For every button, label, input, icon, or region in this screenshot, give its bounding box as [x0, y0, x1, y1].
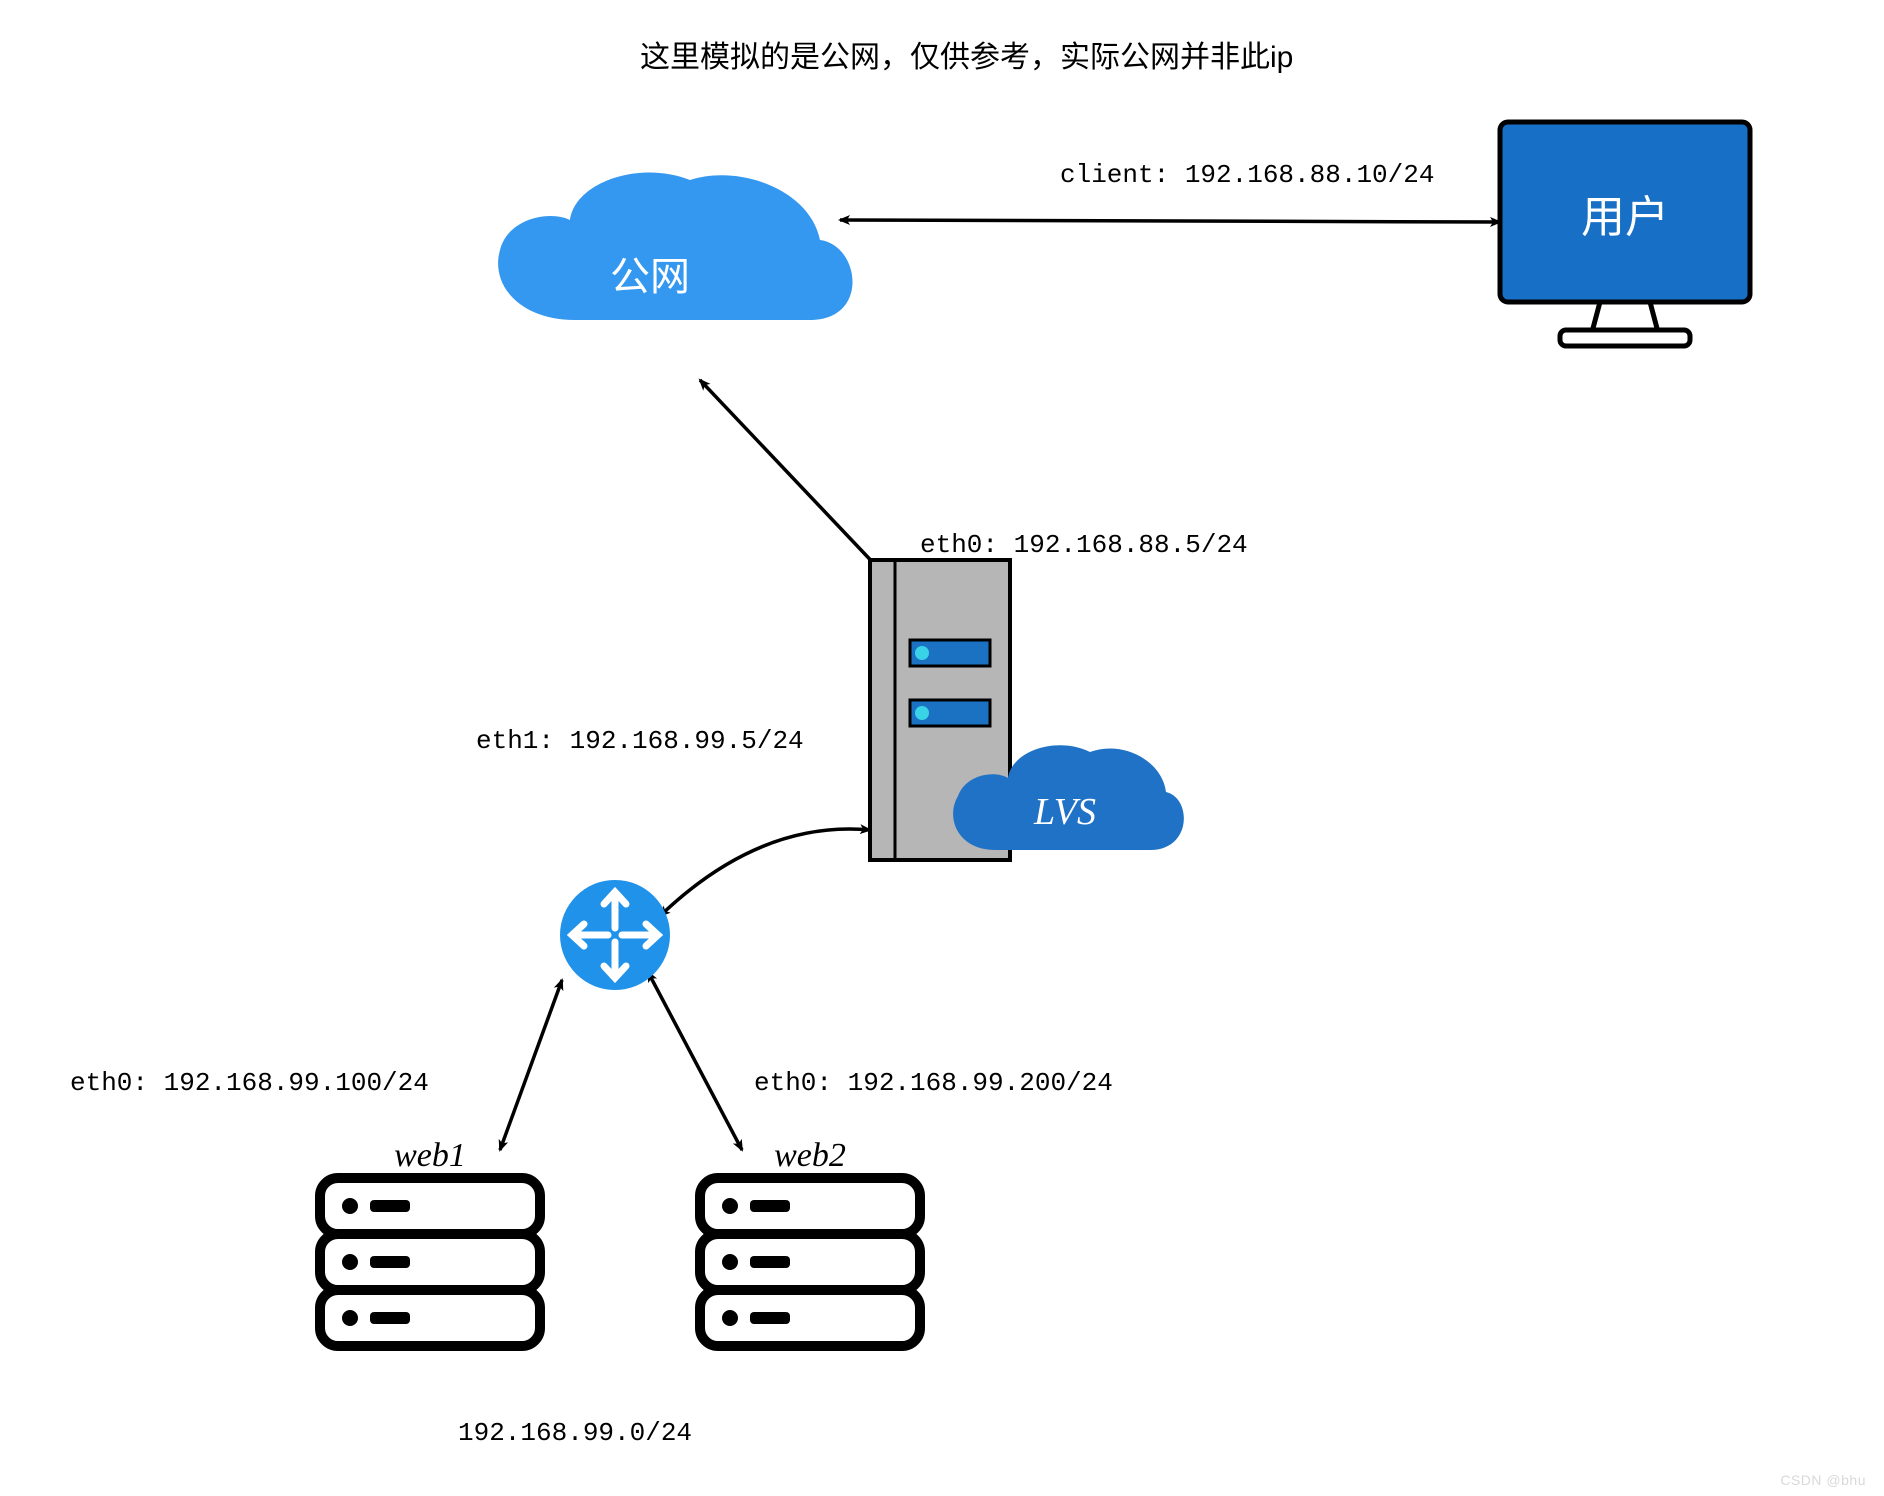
user-node: 用户: [1500, 122, 1750, 346]
lvs-cloud-label: LVS: [1033, 791, 1096, 833]
web1-eth0-label: eth0: 192.168.99.100/24: [70, 1068, 429, 1098]
web2-node: web2: [700, 1137, 920, 1346]
edge-cloud-lvs: [700, 380, 880, 570]
lvs-eth0-label: eth0: 192.168.88.5/24: [920, 530, 1248, 560]
subnet-label: 192.168.99.0/24: [458, 1418, 692, 1448]
router-node: [560, 880, 670, 990]
edge-router-web1: [500, 980, 562, 1150]
diagram-canvas: 这里模拟的是公网，仅供参考，实际公网并非此ip 公网: [0, 0, 1884, 1496]
edge-router-web2: [648, 972, 742, 1150]
web2-label: web2: [774, 1137, 846, 1174]
web1-node: web1: [320, 1137, 540, 1346]
diagram-svg: 公网 用户 LVS: [0, 0, 1884, 1496]
public-cloud: 公网: [498, 172, 852, 320]
user-label: 用户: [1581, 193, 1669, 242]
lvs-eth1-label: eth1: 192.168.99.5/24: [476, 726, 804, 756]
public-cloud-label: 公网: [610, 255, 690, 299]
web1-label: web1: [394, 1137, 466, 1174]
edge-cloud-user: [840, 220, 1500, 222]
watermark: CSDN @bhu: [1780, 1472, 1866, 1488]
web2-eth0-label: eth0: 192.168.99.200/24: [754, 1068, 1113, 1098]
client-ip-label: client: 192.168.88.10/24: [1060, 160, 1434, 190]
edge-lvs-router: [660, 829, 870, 916]
